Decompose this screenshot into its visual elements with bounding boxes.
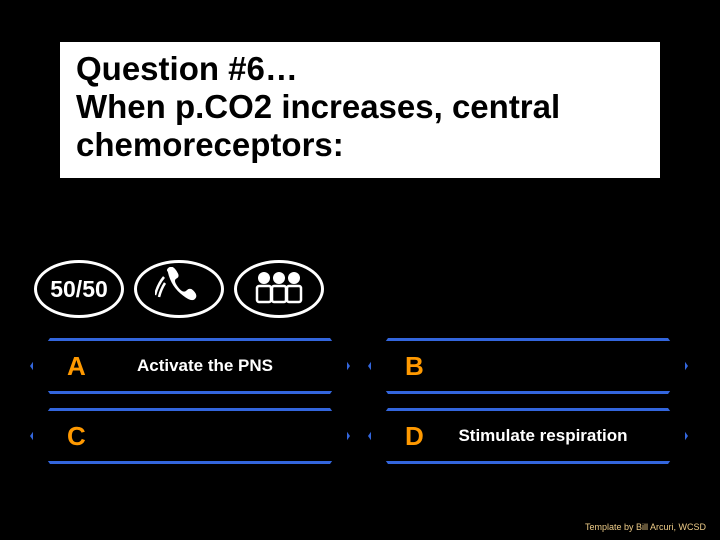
lifelines-row: 50/50 xyxy=(34,260,324,318)
question-text: When p.CO2 increases, central chemorecep… xyxy=(76,88,644,164)
answer-letter: C xyxy=(67,421,97,452)
answer-text: Stimulate respiration xyxy=(435,427,685,446)
question-number: Question #6… xyxy=(76,50,644,88)
answer-a[interactable]: A Activate the PNS xyxy=(30,338,350,394)
answer-d[interactable]: D Stimulate respiration xyxy=(368,408,688,464)
question-panel: Question #6… When p.CO2 increases, centr… xyxy=(60,42,660,178)
answer-letter: D xyxy=(405,421,435,452)
lifeline-phone[interactable] xyxy=(134,260,224,318)
answer-letter: A xyxy=(67,351,97,382)
template-credit: Template by Bill Arcuri, WCSD xyxy=(585,522,706,532)
lifeline-fifty-fifty[interactable]: 50/50 xyxy=(34,260,124,318)
answer-text: Activate the PNS xyxy=(97,357,347,376)
answer-b[interactable]: B xyxy=(368,338,688,394)
lifeline-audience[interactable] xyxy=(234,260,324,318)
lifeline-fifty-label: 50/50 xyxy=(50,276,108,303)
answer-letter: B xyxy=(405,351,435,382)
phone-icon xyxy=(155,267,203,312)
answers-grid: A Activate the PNS B C D Stimulate respi… xyxy=(30,338,690,464)
answer-c[interactable]: C xyxy=(30,408,350,464)
audience-icon xyxy=(249,268,309,311)
